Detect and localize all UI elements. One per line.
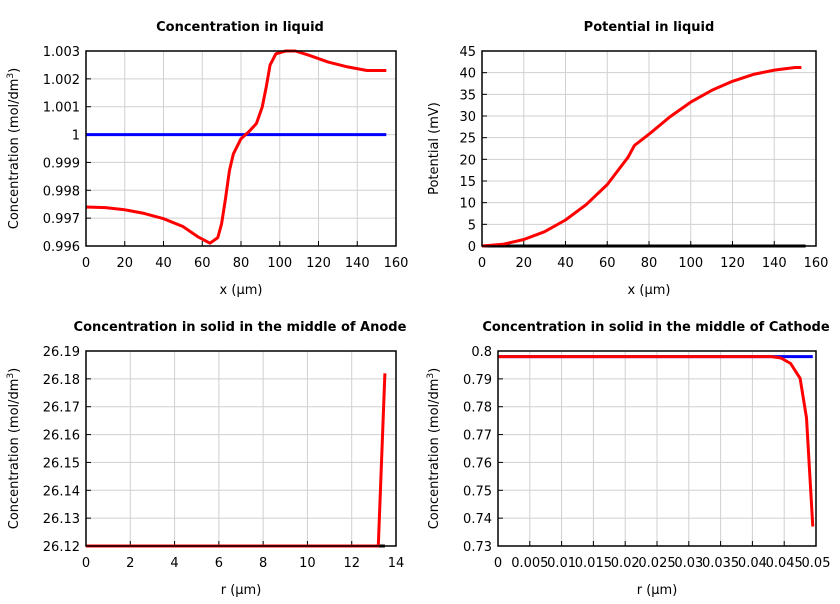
x-tick-label: 12 — [343, 556, 360, 571]
y-tick-label: 0.77 — [463, 429, 492, 444]
x-tick-label: 160 — [384, 256, 409, 271]
y-axis-label: Concentration (mol/dm3) — [6, 68, 22, 230]
subplot-4: 0 0.0050.010.0150.020.0250.030.0350.040.0… — [426, 320, 830, 598]
chart-title: Concentration in solid in the middle of … — [74, 320, 407, 335]
x-tick-label: 100 — [678, 256, 703, 271]
y-tick-label: 26.18 — [43, 373, 80, 388]
y-tick-label: 26.12 — [43, 540, 80, 555]
y-tick-label: 0.997 — [43, 212, 80, 227]
y-tick-label: 26.14 — [43, 484, 80, 499]
y-tick-label: 26.17 — [43, 401, 80, 416]
x-tick-label: 140 — [345, 256, 370, 271]
x-tick-label: 0.03 — [674, 556, 703, 571]
x-tick-label: 160 — [804, 256, 829, 271]
y-tick-label: 0.76 — [463, 456, 492, 471]
x-tick-label: 8 — [259, 556, 267, 571]
chart-title: Concentration in liquid — [156, 20, 324, 35]
x-tick-label: 60 — [194, 256, 211, 271]
x-tick-label: 0.05 — [802, 556, 831, 571]
subplot-2: 0 20 40 60 80 100 120 140 160 0 5 10 15 20 25 30 35 40 45 P… — [427, 20, 828, 298]
y-tick-label: 0.999 — [43, 156, 80, 171]
x-tick-label: 120 — [720, 256, 745, 271]
chart-title: Potential in liquid — [584, 20, 715, 35]
y-tick-label: 20 — [459, 153, 476, 168]
y-tick-label: 26.16 — [43, 429, 80, 444]
y-tick-label: 0.998 — [43, 184, 80, 199]
subplot-3: 0 2 4 6 8 10 12 14 26.12 26.13 26.14 26.15 26.16 26.1… — [6, 320, 407, 598]
x-tick-label: 0.015 — [575, 556, 612, 571]
x-tick-label: 14 — [388, 556, 405, 571]
series-line-2 — [86, 373, 387, 548]
plot-frame — [85, 350, 397, 547]
series-line-2 — [481, 66, 802, 248]
y-tick-label: 35 — [459, 88, 476, 103]
series-line-2 — [498, 355, 815, 527]
y-tick-label: 0.996 — [43, 240, 80, 255]
y-tick-label: 0.74 — [463, 512, 492, 527]
x-tick-label: 2 — [126, 556, 134, 571]
x-axis-label: r (µm) — [637, 583, 678, 598]
y-axis-label: Potential (mV) — [427, 102, 442, 195]
x-tick-label: 0 — [82, 556, 90, 571]
y-tick-label: 1 — [72, 129, 80, 144]
y-tick-label: 40 — [459, 67, 476, 82]
x-tick-label: 80 — [641, 256, 658, 271]
x-tick-label: 4 — [170, 556, 178, 571]
x-tick-label: 80 — [233, 256, 250, 271]
y-tick-label: 0 — [468, 240, 476, 255]
x-tick-label: 0 — [82, 256, 90, 271]
y-axis-label: Concentration (mol/dm3) — [6, 368, 22, 530]
x-tick-label: 0.02 — [611, 556, 640, 571]
y-tick-label: 0.73 — [463, 540, 492, 555]
plot-frame — [85, 50, 397, 247]
plot-frame — [497, 350, 817, 547]
y-tick-label: 5 — [468, 218, 476, 233]
y-tick-label: 30 — [459, 110, 476, 125]
x-axis-label: x (µm) — [628, 283, 671, 298]
x-tick-label: 0.005 — [511, 556, 548, 571]
x-axis-label: x (µm) — [220, 283, 263, 298]
x-tick-label: 0.045 — [766, 556, 803, 571]
x-tick-label: 140 — [762, 256, 787, 271]
y-tick-label: 26.19 — [43, 345, 80, 360]
y-tick-label: 0.78 — [463, 401, 492, 416]
y-tick-label: 1.003 — [43, 45, 80, 60]
x-tick-label: 0.04 — [738, 556, 767, 571]
chart-title: Concentration in solid in the middle of … — [482, 320, 830, 335]
x-tick-label: 6 — [215, 556, 223, 571]
y-tick-label: 0.79 — [463, 373, 492, 388]
x-axis-label: r (µm) — [221, 583, 262, 598]
y-tick-label: 45 — [459, 45, 476, 60]
x-tick-label: 60 — [599, 256, 616, 271]
subplot-1: 0 20 40 60 80 100 120 140 160 0.996 0.997 0.998 0.99… — [6, 20, 408, 298]
y-tick-label: 26.15 — [43, 456, 80, 471]
x-tick-label: 40 — [557, 256, 574, 271]
plot-frame — [481, 50, 817, 247]
y-tick-label: 1.002 — [43, 73, 80, 88]
y-tick-label: 0.75 — [463, 484, 492, 499]
series-line-2 — [85, 49, 387, 245]
y-tick-label: 0.8 — [471, 345, 492, 360]
x-tick-label: 100 — [267, 256, 292, 271]
y-tick-label: 15 — [459, 175, 476, 190]
y-tick-label: 10 — [459, 197, 476, 212]
y-tick-label: 1.001 — [43, 101, 80, 116]
x-tick-label: 0 — [494, 556, 502, 571]
x-tick-label: 0.01 — [547, 556, 576, 571]
x-tick-label: 20 — [515, 256, 532, 271]
x-tick-label: 40 — [155, 256, 172, 271]
x-tick-label: 0 — [478, 256, 486, 271]
x-tick-label: 0.025 — [638, 556, 675, 571]
y-tick-label: 26.13 — [43, 512, 80, 527]
x-tick-label: 120 — [306, 256, 331, 271]
y-tick-label: 25 — [459, 132, 476, 147]
x-tick-label: 0.035 — [702, 556, 739, 571]
x-tick-label: 20 — [116, 256, 133, 271]
x-tick-label: 10 — [299, 556, 316, 571]
y-axis-label: Concentration (mol/dm3) — [426, 368, 442, 530]
